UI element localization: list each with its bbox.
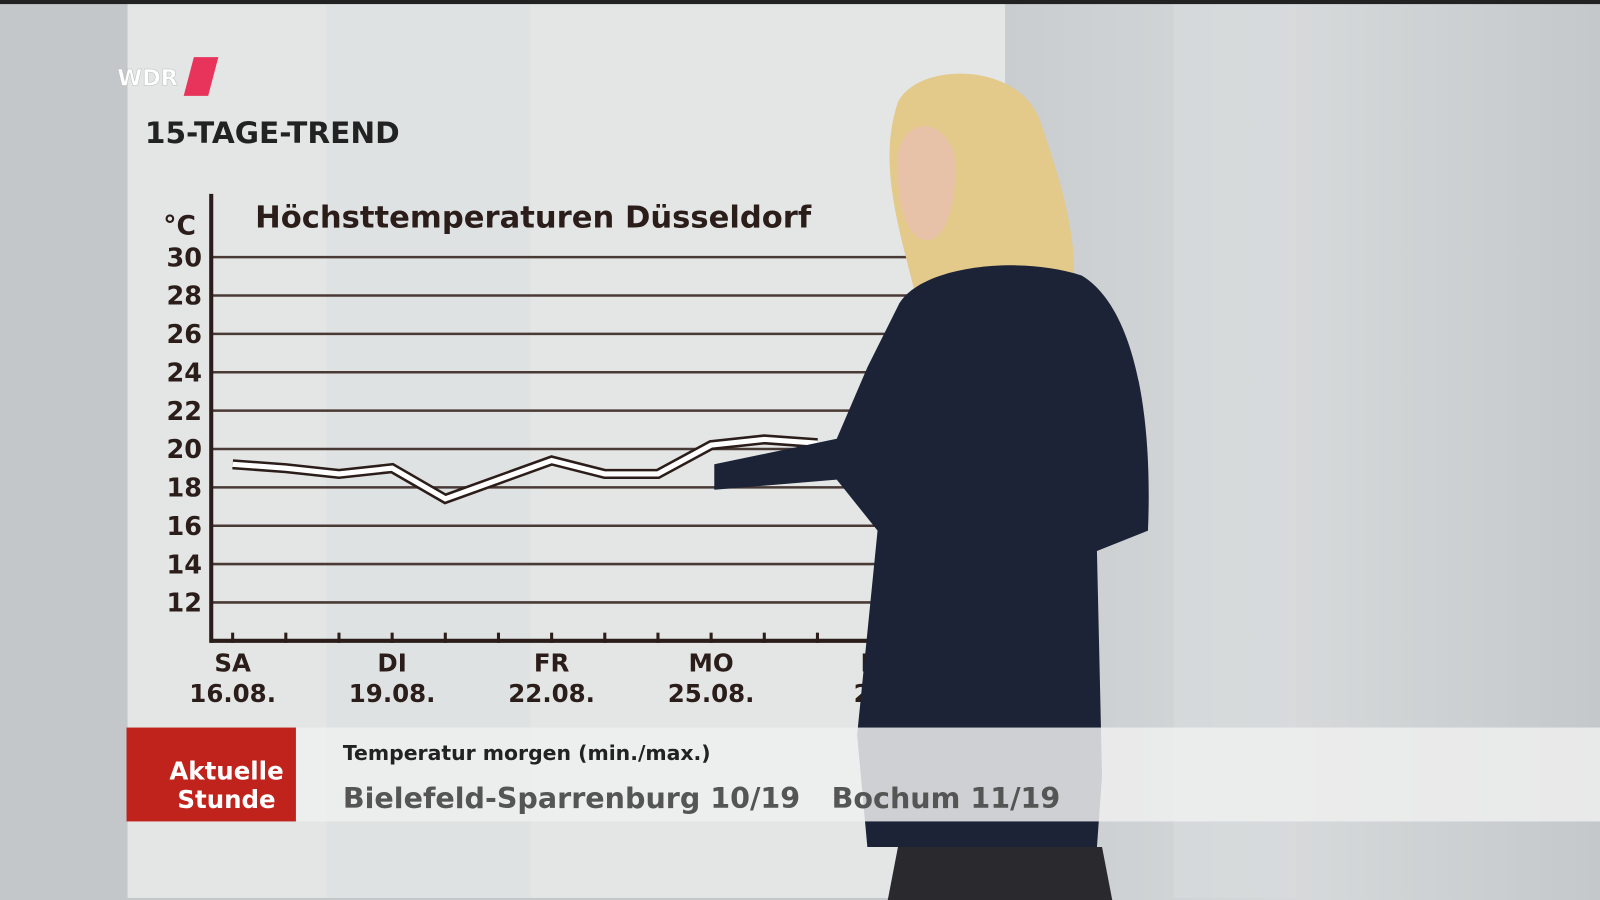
x-tick-label: SA: [214, 648, 251, 677]
y-tick-label: 12: [167, 589, 203, 619]
y-tick-label: 26: [167, 320, 203, 350]
ticker-badge-text: Stunde: [177, 785, 275, 814]
y-tick-label: 30: [167, 243, 203, 273]
y-tick-label: 20: [167, 435, 203, 465]
x-tick-label: DI: [377, 648, 406, 677]
x-tick-label: 19.08.: [349, 679, 436, 708]
chart-title: Höchsttemperaturen Düsseldorf: [255, 201, 812, 236]
frame: [0, 0, 1600, 5]
y-tick-label: 22: [167, 397, 203, 427]
x-tick-label: FR: [534, 648, 570, 677]
y-tick-label: 24: [167, 358, 203, 388]
x-tick-label: 16.08.: [189, 679, 276, 708]
ticker-item: Bochum 11/19: [832, 781, 1061, 815]
presenter: [714, 73, 1149, 900]
x-tick-label: 25.08.: [668, 679, 755, 708]
ticker-bar: [295, 727, 1600, 822]
logo: WDR: [117, 66, 178, 92]
logo-mark: [183, 57, 219, 96]
ticker-heading: Temperatur morgen (min./max.): [343, 741, 711, 765]
y-axis-label: °C: [163, 211, 196, 242]
ticker-item: Bielefeld-Sparrenburg 10/19: [343, 781, 800, 815]
y-tick-label: 14: [167, 550, 203, 580]
y-tick-label: 28: [167, 282, 203, 312]
line: [232, 436, 818, 502]
ticker-badge: [126, 727, 296, 822]
page-title: 15-TAGE-TREND: [145, 116, 400, 150]
y-tick-label: 16: [167, 512, 203, 542]
chart: °C Höchsttemperaturen Düsseldorf: [163, 201, 812, 242]
x-tick-label: 22.08.: [508, 679, 595, 708]
ticker-badge-text: Aktuelle: [169, 757, 283, 786]
x-tick-label: MO: [689, 648, 734, 677]
y-tick-label: 18: [167, 474, 203, 504]
